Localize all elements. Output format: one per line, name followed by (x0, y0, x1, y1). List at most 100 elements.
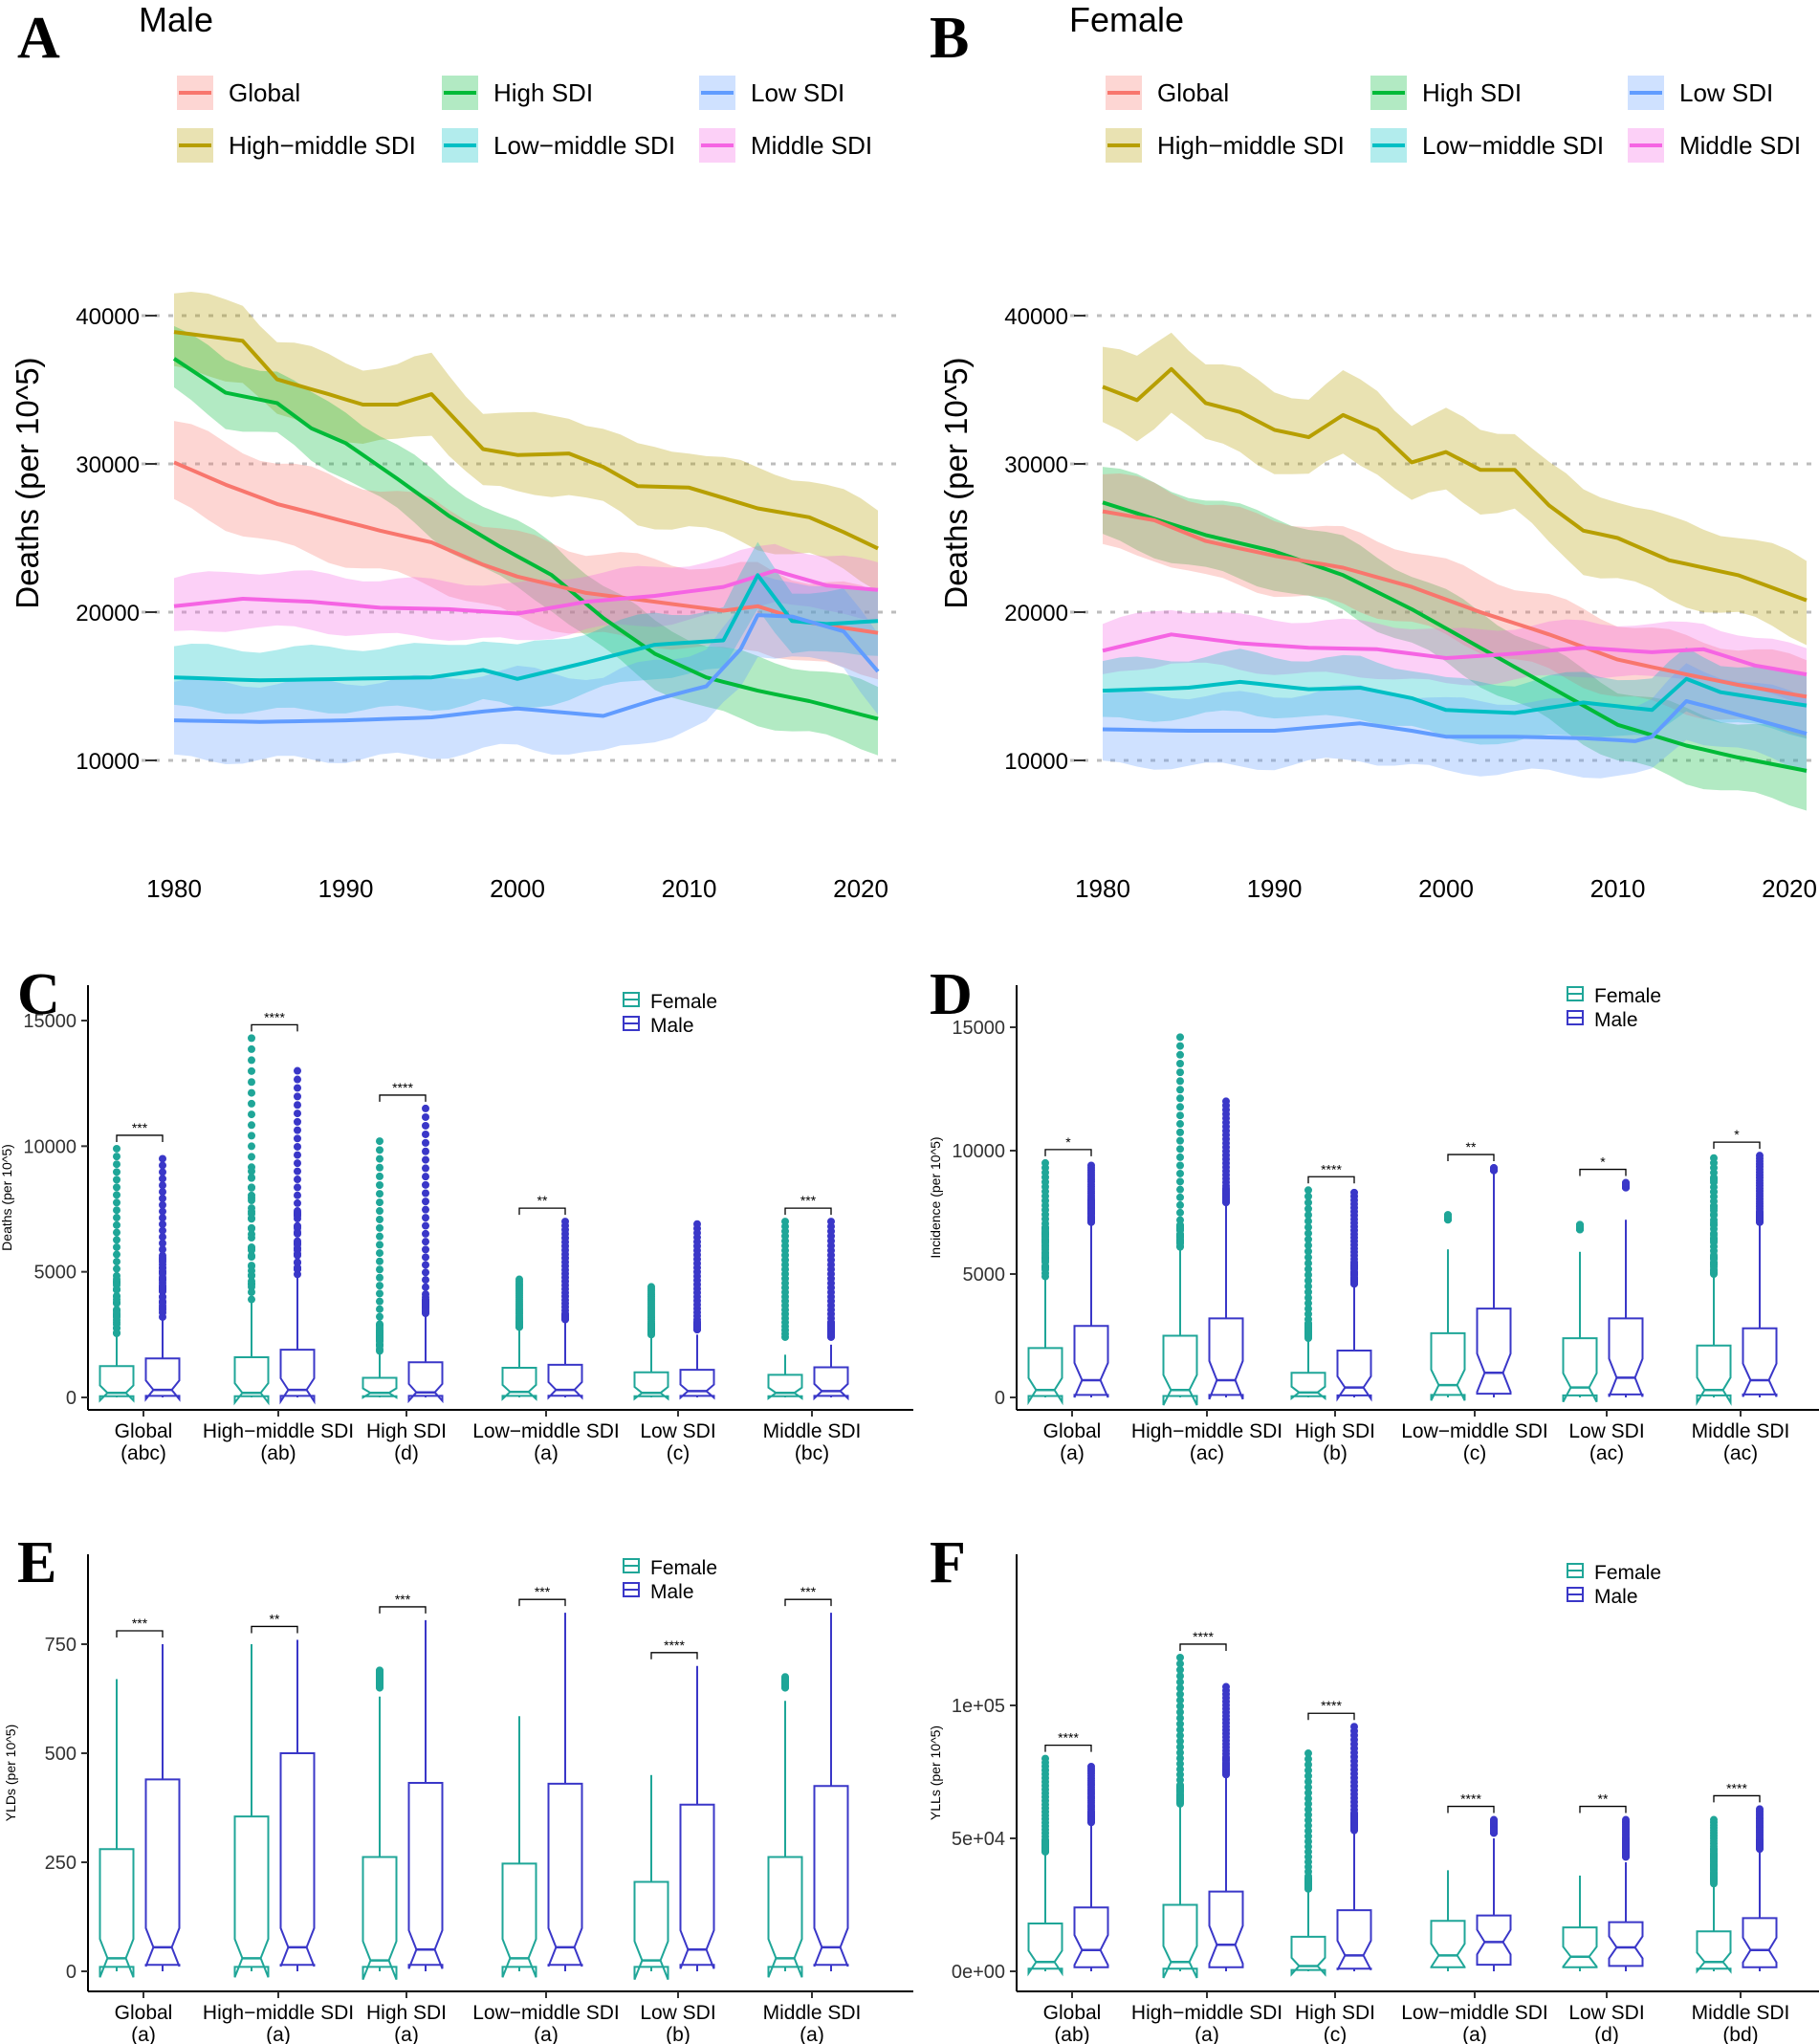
outlier-point (561, 1218, 569, 1226)
female-box (233, 1644, 270, 1978)
y-axis-label: Deaths (per 10^5) (10, 357, 45, 608)
y-tick-label: 30000 (76, 452, 140, 478)
outlier-point (159, 1194, 166, 1202)
y-tick-label: 0 (66, 1962, 77, 1983)
female-box (233, 1034, 270, 1406)
outlier-point (422, 1245, 429, 1254)
x-tick-letters: (ab) (260, 1442, 296, 1464)
outlier-point (159, 1168, 166, 1176)
panel-letter: F (930, 1530, 966, 1595)
outlier-point (1176, 1128, 1184, 1136)
outlier-point (1304, 1287, 1312, 1296)
outlier-point (1176, 1193, 1184, 1201)
significance-bracket: **** (1179, 1629, 1227, 1651)
outlier-point (376, 1282, 384, 1290)
outlier-point (113, 1295, 121, 1304)
outlier-point (1087, 1816, 1095, 1825)
significance-bracket: ** (518, 1193, 566, 1216)
bracket-line (1307, 1176, 1355, 1184)
outlier-point (248, 1142, 255, 1151)
outlier-point (1176, 1068, 1184, 1077)
panel-letter: E (17, 1530, 56, 1595)
outlier-point (1176, 1696, 1184, 1704)
outlier-point (376, 1305, 384, 1313)
y-tick-label: 10000 (1004, 749, 1068, 775)
outlier-point (422, 1180, 429, 1189)
box-body (767, 1374, 803, 1400)
box-body (1027, 1923, 1063, 1977)
box-body (1742, 1917, 1778, 1968)
female-box (501, 1716, 537, 1978)
box-body (279, 1752, 316, 1967)
significance-bracket: **** (1307, 1698, 1355, 1721)
box-group: High SDI(c) **** (1290, 1698, 1375, 2044)
outlier-point (1176, 1720, 1184, 1728)
x-tick-letters: (c) (1463, 1442, 1487, 1464)
outlier-point (1710, 1268, 1718, 1277)
outlier-point (159, 1233, 166, 1242)
outlier-point (1176, 1714, 1184, 1723)
significance-bracket: * (1579, 1154, 1627, 1176)
outlier-point (376, 1154, 384, 1163)
outlier-point (1350, 1262, 1358, 1270)
female-box (1027, 1158, 1063, 1406)
outlier-point (294, 1159, 301, 1168)
outlier-point (1710, 1204, 1718, 1213)
box-body (547, 1363, 583, 1400)
male-box (1742, 1152, 1778, 1397)
legend-label: High SDI (1422, 78, 1522, 107)
outlier-point (376, 1172, 384, 1180)
x-tick-label: Low−middle SDI (1401, 2002, 1548, 2024)
outlier-point (1041, 1251, 1049, 1260)
outlier-point (1041, 1223, 1049, 1232)
box-body (1476, 1914, 1512, 1967)
legend-label: Low−middle SDI (493, 131, 675, 160)
outlier-point (1176, 1754, 1184, 1763)
outlier-point (294, 1251, 301, 1260)
outlier-point (1176, 1169, 1184, 1177)
outlier-point (294, 1183, 301, 1192)
legend-item: Low−middle SDI (1370, 128, 1604, 163)
outlier-point (1622, 1835, 1630, 1843)
outlier-point (1087, 1200, 1095, 1209)
y-tick-label: 0 (66, 1388, 77, 1409)
bracket-line (518, 1598, 566, 1607)
outlier-point (159, 1226, 166, 1235)
outlier-point (693, 1220, 701, 1228)
outlier-point (1176, 1775, 1184, 1784)
legend-label: Low−middle SDI (1422, 131, 1604, 160)
legend-item: High−middle SDI (177, 128, 416, 163)
y-tick-label: 30000 (1004, 452, 1068, 478)
outlier-point (1087, 1161, 1095, 1170)
outlier-point (1304, 1821, 1312, 1830)
outlier-point (422, 1198, 429, 1206)
outlier-point (294, 1167, 301, 1176)
box-group: Low−middle SDI(a) *** (472, 1584, 620, 2044)
significance-bracket: **** (1447, 1791, 1495, 1813)
significance-stars: ** (537, 1193, 548, 1208)
x-tick-label: Low−middle SDI (472, 1420, 620, 1442)
legend-label: Female (650, 991, 717, 1013)
bracket-line (1713, 1141, 1761, 1150)
outlier-point (294, 1208, 301, 1217)
x-tick-label: Global (115, 1420, 173, 1442)
legend-label: Male (650, 1581, 694, 1603)
y-axis-label: YLLs (per 10^5) (928, 1725, 943, 1820)
outlier-point (1304, 1293, 1312, 1302)
x-tick-letters: (a) (131, 2024, 156, 2044)
box-body (1290, 1935, 1326, 1977)
uncertainty-band (174, 574, 878, 764)
panel-letter: A (17, 6, 60, 71)
series-line (1102, 509, 1808, 699)
significance-bracket: *** (116, 1120, 164, 1142)
outlier-point (1304, 1811, 1312, 1819)
outlier-point (248, 1224, 255, 1233)
outlier-point (159, 1306, 166, 1314)
outlier-point (294, 1198, 301, 1207)
box-body (144, 1357, 181, 1402)
x-tick-label: 1980 (1075, 874, 1130, 903)
legend-item: Male (1567, 1009, 1638, 1031)
x-tick-letters: (d) (394, 1442, 419, 1464)
significance-bracket: *** (784, 1193, 832, 1216)
outlier-point (1756, 1210, 1764, 1219)
